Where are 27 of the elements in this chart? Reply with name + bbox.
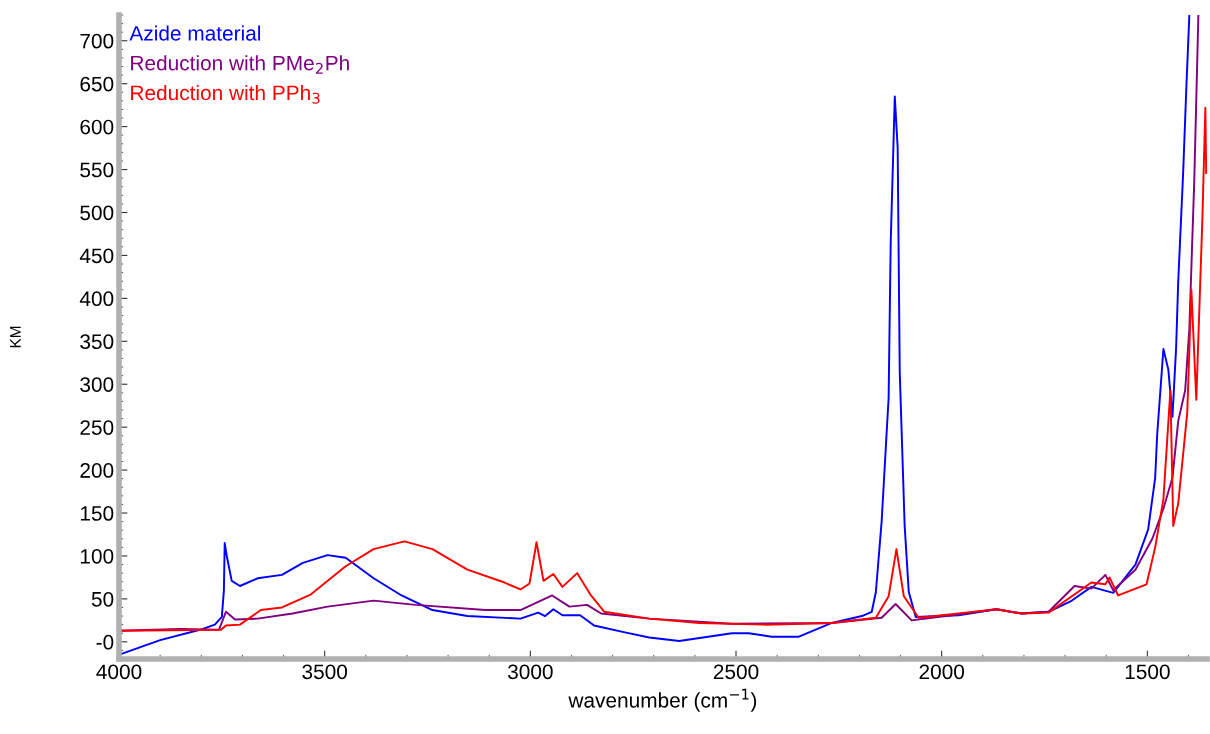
y-axis-title: KM	[10, 326, 21, 348]
x-axis-title: wavenumber (cm$^{−1}$)	[568, 688, 757, 712]
y-tick-label: 300	[80, 377, 114, 392]
x-tick-label: 4000	[96, 664, 142, 680]
y-tick-label: 600	[80, 119, 114, 135]
line-series	[119, 106, 1207, 632]
y-tick-label: 650	[80, 76, 114, 92]
text: Reduction with PPh$_{3}$	[131, 84, 320, 104]
x-tick-label: 1500	[1125, 664, 1170, 680]
y-tick-label: 200	[80, 463, 114, 478]
y-tick-label: 400	[79, 291, 114, 307]
x-tick-label: 2000	[919, 664, 965, 680]
y-tick-label: 150	[80, 506, 114, 521]
y-tick-label: 450	[79, 248, 114, 264]
y-tick-label: 350	[80, 334, 114, 350]
x-tick-label: 3500	[302, 664, 348, 680]
text: Azide material	[129, 25, 261, 41]
y-tick-label: 550	[80, 162, 114, 178]
y-tick-label: -0	[96, 634, 114, 650]
x-tick-label: 3000	[507, 664, 553, 680]
y-tick-label: 100	[80, 548, 114, 564]
text: Reduction with PMe$_{2}$Ph	[131, 55, 349, 74]
y-tick-label: 700	[80, 33, 114, 49]
y-tick-label: 250	[80, 420, 114, 435]
x-tick-label: 2500	[713, 664, 759, 680]
y-tick-label: 50	[91, 591, 114, 607]
y-tick-label: 500	[80, 205, 114, 221]
